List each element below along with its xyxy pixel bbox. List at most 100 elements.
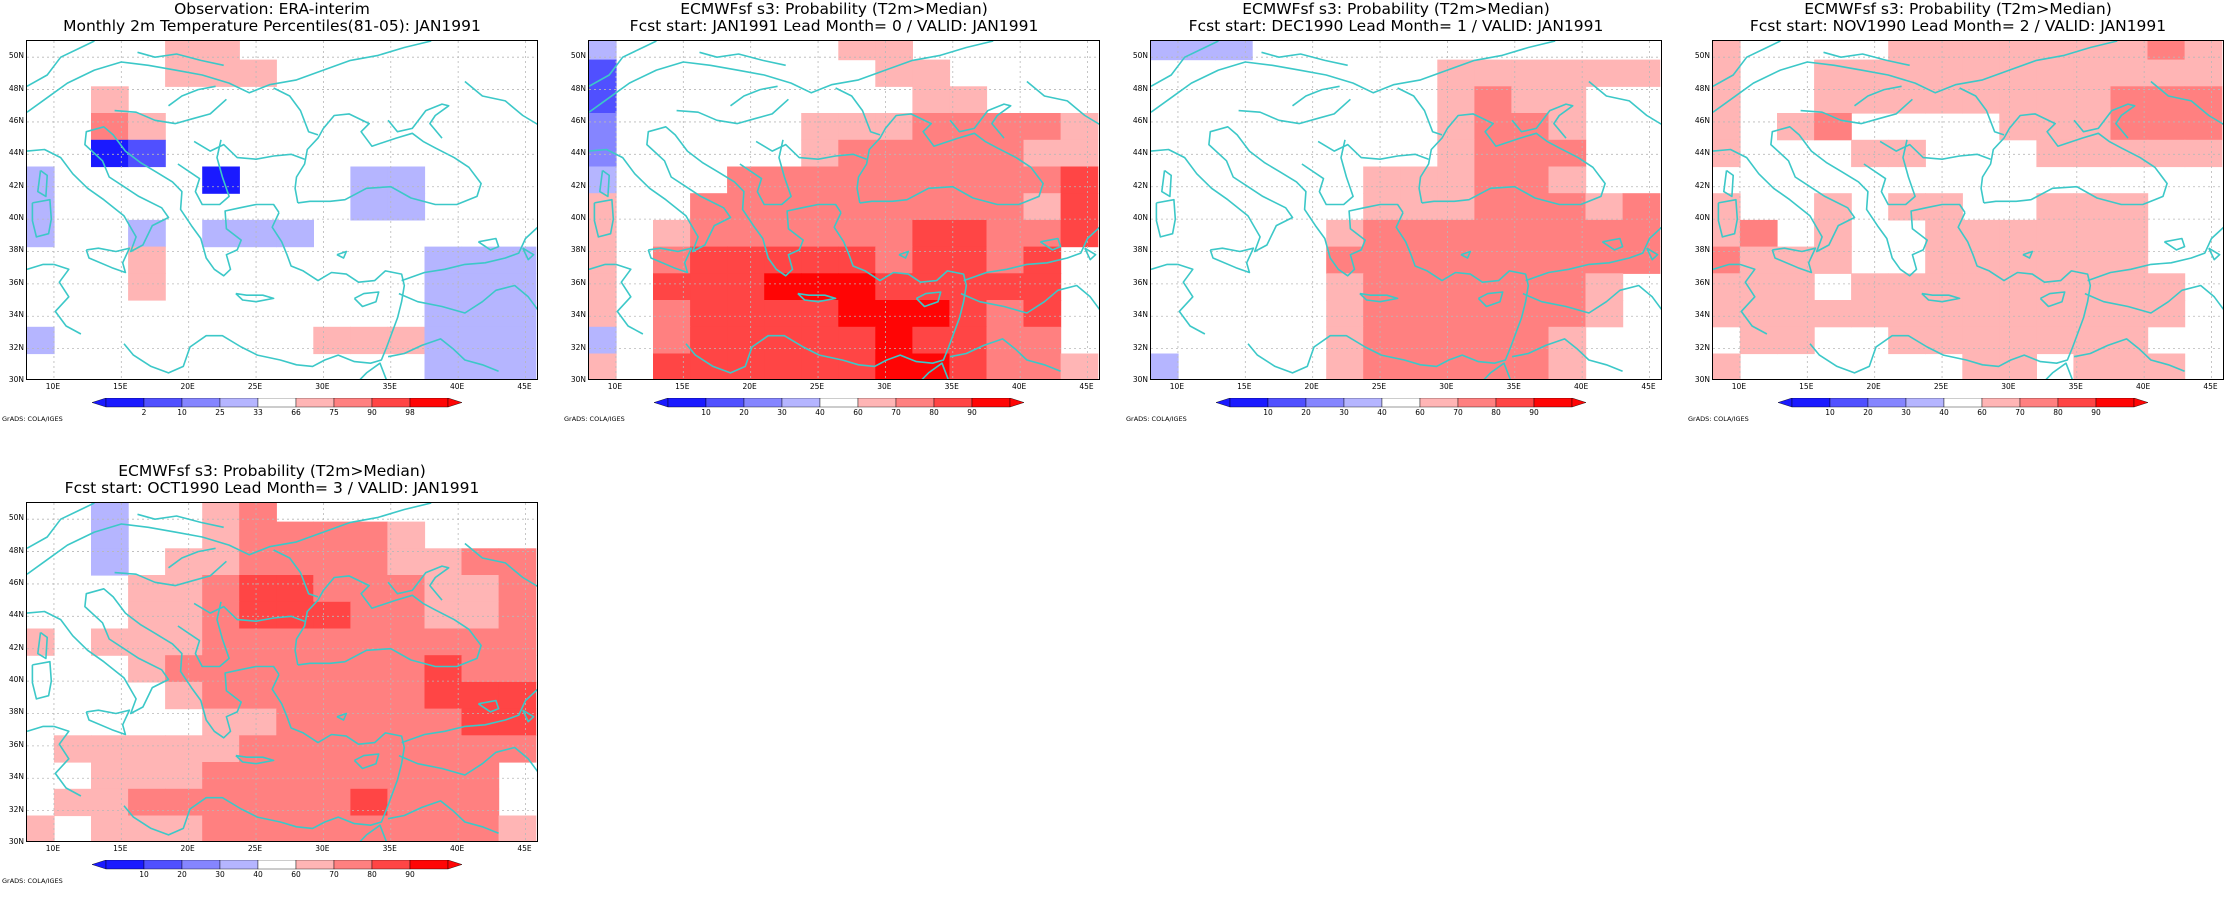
shaded-cell: [801, 166, 839, 194]
shaded-cell: [1511, 246, 1550, 274]
shaded-cell: [690, 300, 728, 328]
shaded-cell: [128, 273, 166, 301]
coastline: [27, 41, 432, 113]
colorbar-label: 40: [1939, 408, 1949, 417]
map-panel: Observation: ERA-interim Monthly 2m Tempe…: [0, 0, 544, 460]
coastline: [1717, 198, 1739, 238]
shaded-cell: [653, 273, 691, 301]
shaded-cell: [128, 735, 166, 763]
colorbar-high-arrow: [1571, 398, 1586, 408]
shaded-cell: [1713, 59, 1741, 87]
shaded-cell: [1999, 86, 2037, 114]
shaded-cell: [912, 273, 951, 301]
coastline: [1809, 212, 2092, 374]
shaded-cell: [2184, 86, 2223, 114]
shaded-cell: [1999, 300, 2037, 328]
colorbar-swatch: [295, 398, 335, 408]
shaded-cell: [949, 246, 988, 274]
map-layer: [27, 41, 537, 379]
coastline: [1713, 263, 1740, 271]
coastline: [1959, 87, 2005, 136]
longitude-label: 45E: [1641, 382, 1656, 391]
shaded-cell: [801, 113, 839, 141]
coastline: [123, 674, 406, 836]
colorbar-label: 90: [405, 870, 415, 879]
shaded-cell: [1511, 326, 1550, 355]
coastline: [53, 263, 82, 335]
shaded-cell: [424, 681, 463, 710]
latitude-label: 44N: [8, 148, 24, 158]
colorbar-label: 70: [329, 870, 339, 879]
shaded-cell: [801, 139, 839, 168]
latitude-label: 50N: [8, 51, 24, 61]
shaded-cell: [27, 326, 55, 355]
shaded-cell: [387, 762, 426, 790]
colorbar-swatch: [1305, 398, 1345, 408]
coastline: [168, 85, 216, 107]
colorbar-graphic: [654, 398, 1024, 408]
latitude-label: 42N: [1694, 180, 1710, 190]
shaded-cell: [1326, 219, 1364, 248]
shaded-cell: [1060, 113, 1099, 141]
shaded-cell: [764, 353, 802, 379]
longitude-label: 20E: [180, 382, 195, 391]
shaded-cell: [387, 166, 426, 194]
colorbar-high-arrow: [447, 398, 462, 408]
coastline: [921, 362, 949, 379]
shaded-cell: [350, 655, 389, 683]
shaded-cell: [1437, 193, 1475, 221]
shaded-cell: [239, 681, 277, 710]
shaded-cell: [1777, 273, 1815, 301]
coastline: [1177, 263, 1206, 335]
coastline: [1151, 263, 1178, 271]
shaded-cell: [764, 326, 802, 355]
colorbar-swatch: [743, 398, 783, 408]
map-panel: ECMWFsf s3: Probability (T2m>Median) Fcst…: [0, 462, 544, 922]
coastline: [589, 41, 657, 87]
coastline: [1980, 113, 2168, 206]
shaded-cell: [727, 273, 765, 301]
shaded-cell: [350, 521, 389, 549]
coastline: [1026, 80, 1099, 125]
shaded-cell: [387, 601, 426, 630]
latitude-label: 40N: [1132, 213, 1148, 223]
shaded-cell: [912, 193, 951, 221]
colorbar-label: 90: [2091, 408, 2101, 417]
colorbar-label: 20: [177, 870, 187, 879]
colorbar-label: 20: [739, 408, 749, 417]
shaded-cell: [1326, 353, 1364, 379]
longitude-label: 45E: [517, 844, 532, 853]
coastline: [177, 601, 230, 668]
colorbar-label: 30: [215, 870, 225, 879]
shaded-cell: [1548, 193, 1587, 221]
shaded-cell: [1962, 300, 2000, 328]
shaded-cell: [875, 193, 913, 221]
shaded-cell: [1060, 193, 1099, 221]
shaded-cell: [387, 788, 426, 817]
colorbar-label: 90: [367, 408, 377, 417]
panel-title: ECMWFsf s3: Probability (T2m>Median): [118, 462, 426, 480]
map-layer: [1713, 41, 2223, 379]
shaded-cell: [1400, 300, 1438, 328]
shaded-cell: [128, 139, 166, 168]
panel-subtitle: Monthly 2m Temperature Percentiles(81-05…: [63, 17, 481, 35]
coastline: [2073, 103, 2136, 139]
shaded-cell: [2036, 246, 2075, 274]
shaded-cell: [986, 273, 1025, 301]
latitude-label: 38N: [8, 245, 24, 255]
latitude-label: 44N: [1132, 148, 1148, 158]
coastline: [963, 226, 1099, 282]
coastline: [273, 87, 319, 136]
shaded-cell: [875, 59, 913, 87]
shaded-cell: [801, 273, 839, 301]
shaded-cell: [387, 326, 426, 355]
longitude-label: 40E: [450, 844, 465, 853]
longitude-label: 15E: [113, 844, 128, 853]
longitude-label: 30E: [2001, 382, 2016, 391]
coastline: [2087, 226, 2223, 282]
latitude-label: 36N: [8, 739, 24, 749]
shaded-cell: [1023, 300, 1062, 328]
coastline: [1713, 126, 1966, 277]
latitude-label: 50N: [1694, 51, 1710, 61]
shaded-cell: [1474, 139, 1513, 168]
